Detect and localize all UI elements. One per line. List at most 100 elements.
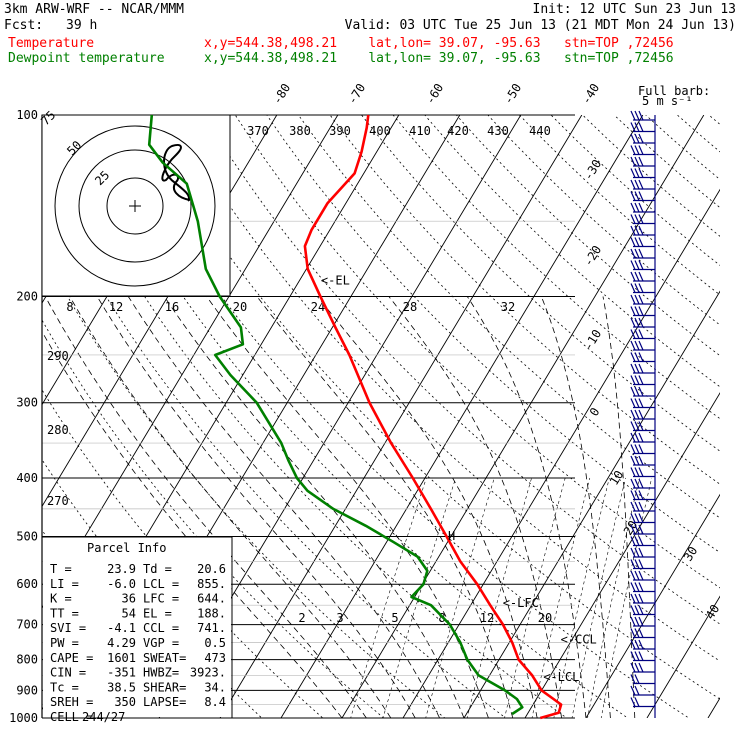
- parcel-row-label2: SWEAT=: [143, 651, 186, 665]
- barb-feather: [634, 133, 640, 144]
- dry-adiabat: [582, 115, 720, 237]
- temperature-line: [303, 114, 563, 720]
- barb-feather: [634, 168, 640, 178]
- barb-feather: [634, 340, 640, 351]
- sounding-series: <-EL <-LFC <-CCL <-LCL H: [147, 114, 597, 720]
- mixing-ratio-bottom-label: 3: [336, 611, 343, 625]
- wind-barb: [630, 294, 655, 305]
- level-label-lfc: <-LFC: [503, 596, 539, 610]
- barb-feather: [638, 582, 644, 592]
- wind-barb: [630, 352, 655, 363]
- hodograph-ring: [78, 149, 192, 263]
- dry-adiabat: [456, 115, 720, 357]
- wind-barb: [630, 547, 655, 558]
- wind-barb: [630, 582, 655, 593]
- dry-adiabat: [140, 115, 720, 700]
- mixing-ratio-line: [425, 477, 495, 718]
- barb-feather: [634, 490, 640, 500]
- barb-feather: [634, 651, 640, 661]
- theta-e-label: 390: [329, 124, 351, 138]
- isotherm-label: 20: [621, 518, 641, 538]
- mixing-ratio-top-label: 20: [233, 300, 247, 314]
- barb-feather: [638, 191, 644, 201]
- wind-barb: [630, 478, 655, 489]
- barb-feather: [634, 191, 640, 201]
- legend-temperature-label: Temperature: [8, 36, 95, 51]
- isotherm-line: [42, 115, 339, 609]
- mixing-ratio-line: [382, 477, 456, 718]
- barb-feather: [638, 386, 644, 397]
- parcel-row-label: SVI =: [50, 621, 86, 635]
- moist-adiabat: [466, 296, 587, 718]
- wind-barb: [630, 513, 655, 524]
- dry-adiabat: [329, 115, 720, 485]
- barb-feather: [634, 628, 640, 638]
- parcel-row-value: 36: [122, 592, 136, 606]
- barb-feather: [630, 375, 636, 385]
- barb-feather: [630, 110, 636, 121]
- moist-adiabat: [317, 296, 538, 718]
- barb-feather: [630, 570, 636, 581]
- mixing-ratio-bottom-label: 5: [391, 611, 398, 625]
- barb-feather: [634, 271, 640, 282]
- forecast-hour: 39 h: [66, 18, 98, 33]
- parcel-info-panel: Parcel Info T = 23.9 Td = 20.6 LI = -6.0 LCL = 8…: [42, 536, 233, 724]
- wind-barb: [630, 110, 655, 121]
- barb-feather: [630, 179, 636, 190]
- parcel-row-label2: VGP =: [143, 636, 179, 650]
- forecast-label: Fcst:: [4, 18, 44, 33]
- moist-adiabat: [127, 296, 440, 718]
- barb-feather: [634, 605, 640, 615]
- header: 3km ARW-WRF -- NCAR/MMM Init: 12 UTC Sun…: [0, 0, 740, 70]
- pressure-tick-label: 200: [16, 290, 38, 304]
- wind-barb: [630, 501, 655, 512]
- barb-feather: [630, 306, 636, 316]
- barb-feather: [634, 582, 640, 592]
- dry-adiabat: [519, 115, 720, 296]
- barb-feather: [630, 432, 636, 443]
- barb-feather: [638, 317, 644, 328]
- barb-feather: [638, 110, 644, 121]
- isotherm-label: -40: [579, 81, 602, 107]
- barb-feather: [638, 628, 644, 638]
- dry-adiabat: [708, 115, 720, 125]
- barb-feather: [634, 294, 640, 305]
- wind-barb: [630, 306, 655, 317]
- wind-barb: [630, 524, 655, 535]
- barb-feather: [638, 122, 644, 132]
- isotherm-label: 40: [703, 602, 723, 622]
- wind-barb: [630, 662, 655, 673]
- barb-feather: [630, 398, 636, 408]
- mixing-ratio-top-label: 24: [311, 300, 325, 314]
- mixing-ratio-bottom-label: 12: [480, 611, 494, 625]
- isotherm-line: [463, 290, 720, 718]
- barb-feather: [638, 214, 644, 224]
- parcel-row-label: CAPE =: [50, 651, 93, 665]
- dry-adiabat: [361, 115, 720, 452]
- isotherm-label: 30: [681, 544, 701, 564]
- barb-feather: [638, 559, 644, 569]
- barb-feather: [638, 432, 644, 443]
- barb-feather: [638, 570, 644, 581]
- level-label-ccl: <-CCL: [561, 633, 597, 647]
- parcel-row-label2: Td =: [143, 562, 172, 576]
- wind-barb: [630, 490, 655, 501]
- barb-feather: [630, 547, 636, 558]
- parcel-row-label: K =: [50, 592, 72, 606]
- isotherm-line: [646, 595, 720, 718]
- theta-e-label: 400: [369, 124, 391, 138]
- barb-feather: [634, 685, 640, 696]
- wind-barb: [630, 559, 655, 570]
- barb-feather: [638, 168, 644, 178]
- parcel-row-label: SREH =: [50, 695, 93, 709]
- barb-feather: [634, 444, 640, 454]
- barb-feather: [630, 639, 636, 650]
- mixing-ratio-top-label: 12: [109, 300, 123, 314]
- barb-feather: [630, 145, 636, 155]
- barb-feather: [638, 490, 644, 500]
- barb-feather: [634, 248, 640, 259]
- barb-feather: [638, 651, 644, 661]
- barb-feather: [630, 697, 636, 707]
- parcel-row-value2: 644.: [197, 592, 226, 606]
